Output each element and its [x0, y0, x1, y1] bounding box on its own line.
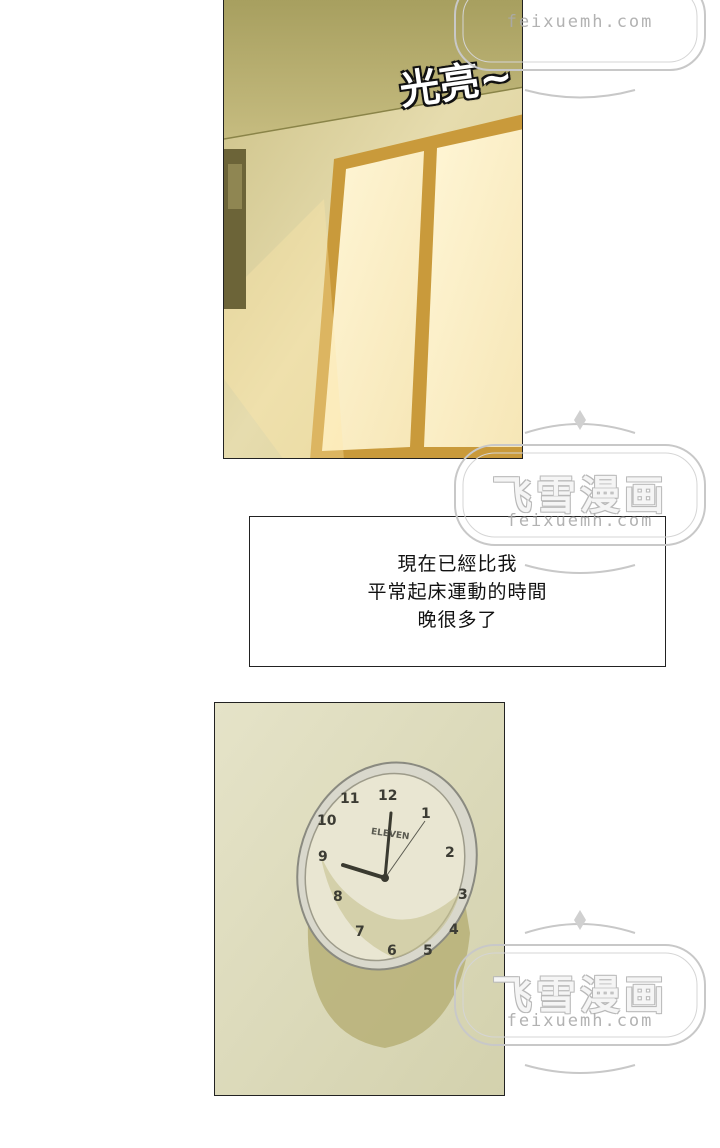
clock-numeral: 6 — [387, 943, 397, 959]
window-panel: 光亮~ — [223, 0, 523, 459]
clock-numeral: 5 — [423, 943, 433, 959]
clock-numeral: 4 — [449, 922, 459, 938]
clock-numeral: 2 — [445, 845, 455, 861]
clock-numeral: 1 — [421, 806, 431, 822]
narration-caption: 現在已經比我 平常起床運動的時間 晚很多了 — [249, 516, 666, 667]
window-illustration — [224, 0, 522, 458]
caption-line: 平常起床運動的時間 — [367, 580, 548, 603]
clock-panel: 12 1 2 3 4 5 6 7 8 9 10 11 ELEVEN — [214, 702, 505, 1096]
clock-numeral: 8 — [333, 889, 343, 905]
wall-clock-illustration: 12 1 2 3 4 5 6 7 8 9 10 11 ELEVEN — [215, 703, 504, 1095]
clock-numeral: 11 — [340, 791, 359, 807]
clock-numeral: 7 — [355, 924, 365, 940]
watermark-title: 飞雪漫画 — [492, 473, 668, 519]
clock-numeral: 12 — [378, 788, 397, 804]
clock-numeral: 10 — [317, 813, 337, 829]
clock-numeral: 9 — [318, 849, 328, 865]
clock-numeral: 3 — [458, 887, 468, 903]
caption-line: 晚很多了 — [417, 608, 498, 631]
caption-line: 現在已經比我 — [397, 552, 518, 575]
